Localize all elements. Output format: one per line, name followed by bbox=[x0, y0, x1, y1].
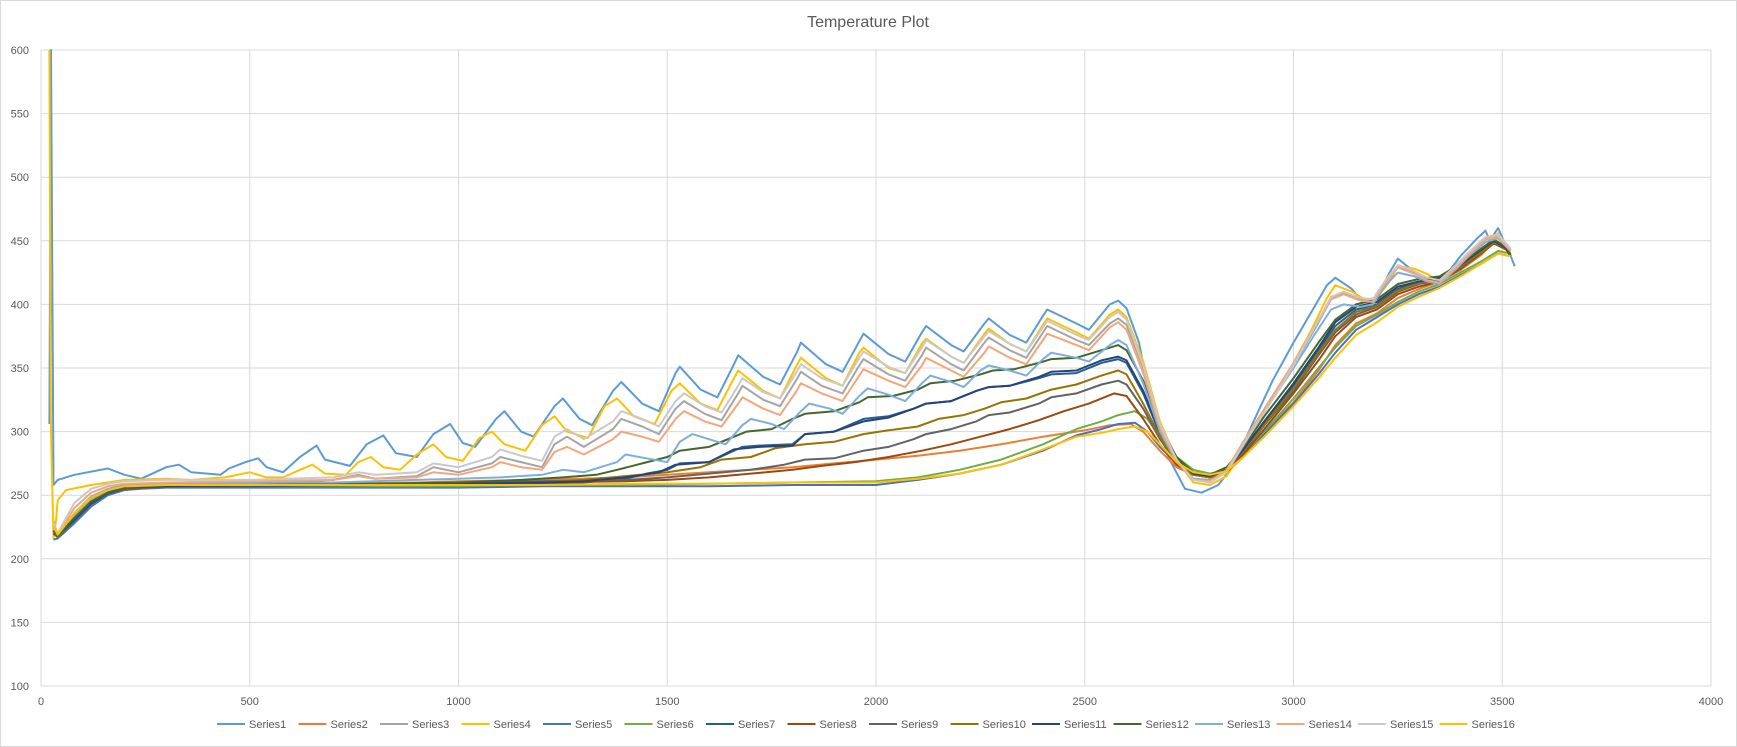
legend-item-7: Series7 bbox=[706, 719, 775, 731]
series-line-13 bbox=[52, 237, 1512, 536]
legend-label: Series8 bbox=[820, 719, 857, 731]
series-lines bbox=[48, 49, 1516, 541]
x-tick-label: 2500 bbox=[1073, 696, 1097, 708]
legend-item-8: Series8 bbox=[787, 719, 857, 731]
y-tick-label: 500 bbox=[11, 172, 29, 184]
axis-labels: 100 150 200 250 300 350 400 450 500 550 600 0 500 100… bbox=[11, 45, 1724, 708]
legend-item-13: Series13 bbox=[1195, 719, 1270, 731]
chart-title: Temperature Plot bbox=[807, 14, 929, 31]
legend-item-10: Series10 bbox=[950, 719, 1026, 731]
series-line-11 bbox=[52, 239, 1512, 537]
legend-item-11: Series11 bbox=[1032, 719, 1107, 731]
legend-item-2: Series2 bbox=[298, 719, 368, 731]
x-tick-label: 1500 bbox=[655, 696, 679, 708]
legend-item-4: Series4 bbox=[461, 719, 531, 731]
legend-item-6: Series6 bbox=[624, 719, 694, 731]
x-tick-label: 500 bbox=[241, 696, 259, 708]
legend-label: Series10 bbox=[983, 719, 1026, 731]
x-tick-label: 0 bbox=[38, 696, 44, 708]
y-tick-label: 200 bbox=[11, 554, 29, 566]
legend-label: Series1 bbox=[249, 719, 286, 731]
series-line-10 bbox=[52, 241, 1512, 539]
legend-label: Series13 bbox=[1227, 719, 1270, 731]
y-tick-label: 600 bbox=[11, 45, 29, 57]
legend-label: Series16 bbox=[1472, 719, 1515, 731]
legend-label: Series6 bbox=[657, 719, 694, 731]
legend-item-14: Series14 bbox=[1276, 719, 1352, 731]
legend-item-1: Series1 bbox=[217, 719, 286, 731]
y-tick-label: 350 bbox=[11, 363, 29, 375]
y-tick-label: 400 bbox=[11, 299, 29, 311]
series-line-12 bbox=[52, 238, 1512, 537]
series-line-16 bbox=[52, 252, 1511, 536]
legend-label: Series15 bbox=[1390, 719, 1433, 731]
legend-item-9: Series9 bbox=[869, 719, 938, 731]
legend-label: Series5 bbox=[575, 719, 612, 731]
legend-label: Series4 bbox=[494, 719, 531, 731]
y-tick-label: 300 bbox=[11, 427, 29, 439]
legend: Series1 Series2 Series3 Series4 Series5 Serie… bbox=[217, 719, 1515, 731]
legend-label: Series11 bbox=[1064, 719, 1107, 731]
legend-item-12: Series12 bbox=[1113, 719, 1189, 731]
y-tick-label: 150 bbox=[11, 617, 29, 629]
legend-item-5: Series5 bbox=[543, 719, 612, 731]
series-line-15 bbox=[52, 233, 1512, 535]
series-line-5 bbox=[53, 252, 1511, 541]
legend-item-15: Series15 bbox=[1358, 719, 1433, 731]
legend-label: Series2 bbox=[331, 719, 368, 731]
legend-label: Series7 bbox=[738, 719, 775, 731]
x-tick-label: 2000 bbox=[864, 696, 888, 708]
series-line-1 bbox=[48, 49, 1516, 494]
legend-label: Series12 bbox=[1146, 719, 1189, 731]
y-tick-label: 100 bbox=[11, 681, 29, 693]
y-tick-label: 550 bbox=[11, 109, 29, 121]
x-tick-label: 3000 bbox=[1281, 696, 1305, 708]
x-tick-label: 4000 bbox=[1699, 696, 1723, 708]
series-line-4 bbox=[48, 49, 1512, 540]
gridlines bbox=[40, 49, 1712, 687]
legend-label: Series3 bbox=[412, 719, 449, 731]
y-tick-label: 450 bbox=[11, 236, 29, 248]
legend-item-16: Series16 bbox=[1439, 719, 1515, 731]
legend-label: Series9 bbox=[901, 719, 938, 731]
legend-item-3: Series3 bbox=[380, 719, 449, 731]
legend-label: Series14 bbox=[1309, 719, 1352, 731]
x-tick-label: 3500 bbox=[1490, 696, 1514, 708]
x-tick-label: 1000 bbox=[446, 696, 470, 708]
y-tick-label: 250 bbox=[11, 490, 29, 502]
series-line-14 bbox=[52, 236, 1512, 536]
